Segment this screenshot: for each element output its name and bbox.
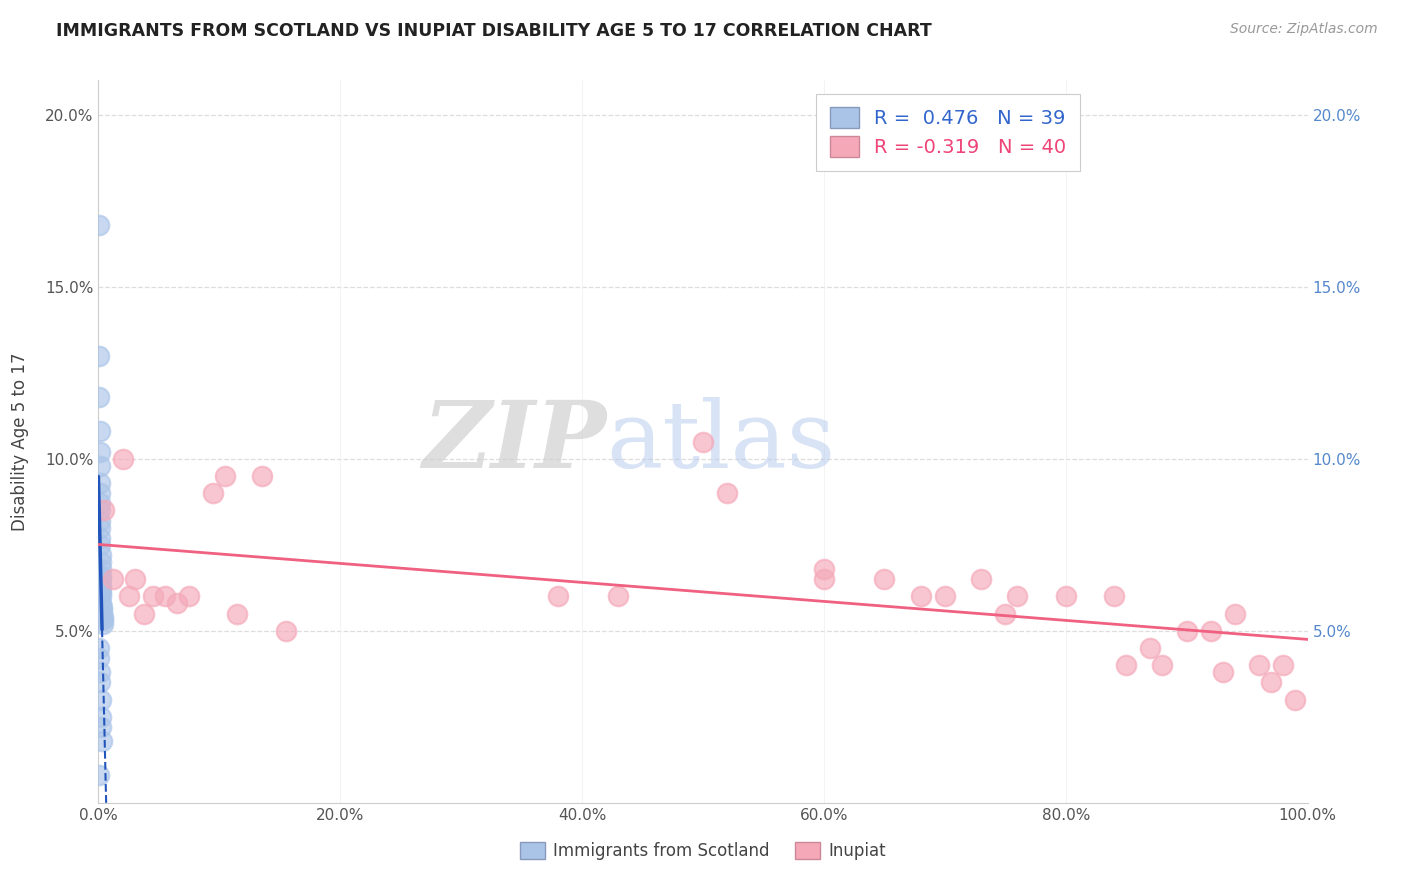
Text: IMMIGRANTS FROM SCOTLAND VS INUPIAT DISABILITY AGE 5 TO 17 CORRELATION CHART: IMMIGRANTS FROM SCOTLAND VS INUPIAT DISA… xyxy=(56,22,932,40)
Point xyxy=(1139,640,1161,655)
Point xyxy=(93,503,115,517)
Point xyxy=(274,624,297,638)
Point xyxy=(1007,590,1029,604)
Point xyxy=(91,599,114,614)
Point xyxy=(994,607,1017,621)
Point xyxy=(89,475,111,490)
Point xyxy=(153,590,176,604)
Point xyxy=(87,640,110,655)
Point xyxy=(91,616,114,631)
Point xyxy=(91,610,114,624)
Point xyxy=(179,590,201,604)
Point xyxy=(90,710,112,724)
Point xyxy=(91,614,114,628)
Point xyxy=(970,572,993,586)
Point xyxy=(873,572,896,586)
Point xyxy=(142,590,165,604)
Point xyxy=(1284,692,1306,706)
Point xyxy=(1152,658,1174,673)
Point xyxy=(90,590,112,604)
Point xyxy=(607,590,630,604)
Point xyxy=(214,469,236,483)
Point xyxy=(89,651,111,665)
Point xyxy=(1175,624,1198,638)
Point xyxy=(813,562,835,576)
Point xyxy=(166,596,188,610)
Point xyxy=(89,531,111,545)
Point xyxy=(90,596,112,610)
Point xyxy=(124,572,146,586)
Text: Source: ZipAtlas.com: Source: ZipAtlas.com xyxy=(1230,22,1378,37)
Point xyxy=(89,496,111,510)
Point xyxy=(87,349,110,363)
Point xyxy=(547,590,569,604)
Point xyxy=(90,586,112,600)
Point xyxy=(89,486,111,500)
Point xyxy=(1115,658,1137,673)
Point xyxy=(89,424,111,438)
Point xyxy=(89,538,111,552)
Point xyxy=(250,469,273,483)
Point xyxy=(90,562,112,576)
Point xyxy=(1223,607,1246,621)
Point xyxy=(1054,590,1077,604)
Point xyxy=(910,590,932,604)
Point xyxy=(101,572,124,586)
Point xyxy=(89,675,111,690)
Point xyxy=(1102,590,1125,604)
Point xyxy=(1212,665,1234,679)
Point xyxy=(90,582,112,597)
Point xyxy=(90,555,112,569)
Point xyxy=(90,720,112,734)
Point xyxy=(90,548,112,562)
Point xyxy=(91,603,114,617)
Point xyxy=(1249,658,1271,673)
Point xyxy=(202,486,225,500)
Point xyxy=(89,390,111,404)
Point xyxy=(89,503,111,517)
Point xyxy=(692,434,714,449)
Point xyxy=(89,665,111,679)
Point xyxy=(134,607,156,621)
Point xyxy=(934,590,956,604)
Point xyxy=(111,451,134,466)
Point xyxy=(87,768,110,782)
Point xyxy=(89,514,111,528)
Point xyxy=(90,579,112,593)
Point xyxy=(91,607,114,621)
Point xyxy=(813,572,835,586)
Point xyxy=(118,590,141,604)
Point xyxy=(90,692,112,706)
Text: ZIP: ZIP xyxy=(422,397,606,486)
Point xyxy=(91,734,114,748)
Point xyxy=(1272,658,1295,673)
Legend: Immigrants from Scotland, Inupiat: Immigrants from Scotland, Inupiat xyxy=(513,835,893,867)
Point xyxy=(89,520,111,534)
Y-axis label: Disability Age 5 to 17: Disability Age 5 to 17 xyxy=(10,352,28,531)
Point xyxy=(89,458,111,473)
Point xyxy=(87,218,110,232)
Point xyxy=(90,572,112,586)
Point xyxy=(226,607,249,621)
Text: atlas: atlas xyxy=(606,397,835,486)
Point xyxy=(1199,624,1222,638)
Point xyxy=(1260,675,1282,690)
Point xyxy=(90,568,112,582)
Point xyxy=(716,486,738,500)
Point xyxy=(89,445,111,459)
